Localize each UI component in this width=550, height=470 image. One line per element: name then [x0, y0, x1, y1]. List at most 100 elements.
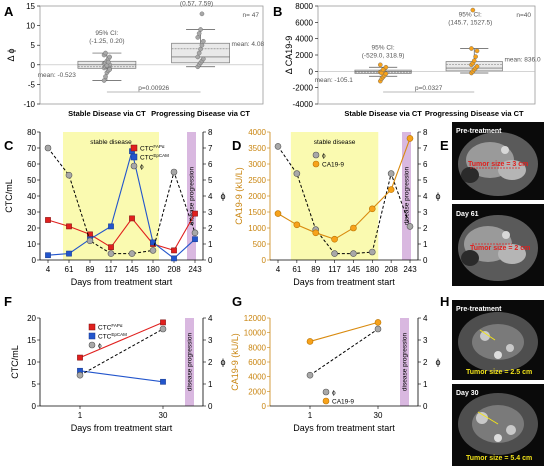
y-axis-label: Δ ϕ [6, 48, 16, 61]
y-tick-label: 2000 [248, 387, 266, 396]
data-point [198, 46, 203, 52]
y-tick-label: 5 [31, 41, 36, 50]
data-point-phi [374, 325, 382, 333]
y-tick-label: 2000 [248, 192, 266, 201]
data-point [474, 64, 480, 69]
x-tick-label: 243 [403, 265, 417, 274]
data-point-ca19-9 [350, 224, 357, 232]
legend: ϕ CA19-9 [312, 151, 344, 169]
data-point-ca19-9 [331, 235, 338, 243]
y2-tick-label: 0 [423, 256, 428, 265]
panel-label-e: E [440, 138, 449, 153]
series-line-ctcepcam [47, 151, 196, 260]
y2-tick-label: 0 [423, 402, 428, 411]
n-count: n=40 [516, 12, 531, 19]
x-tick-label: 145 [125, 265, 139, 274]
data-point-ctcfap [45, 217, 51, 223]
y2-tick-label: 4 [423, 192, 428, 201]
y-tick-label: 20 [27, 224, 36, 233]
data-point-ca19-9 [368, 205, 376, 213]
y2-tick-label: 3 [208, 336, 213, 345]
data-point [107, 54, 112, 60]
p-value: p=0.00926 [138, 85, 169, 92]
data-point [196, 31, 202, 36]
data-point-ctcfap [160, 319, 166, 326]
y-axis-label: CTC/mL [10, 345, 20, 379]
y2-tick-label: 1 [208, 380, 213, 389]
y-axis-label: CA19-9 (kU/L) [234, 167, 244, 225]
disease-progression-band [185, 318, 194, 406]
scan-title-h-day30: Day 30 [456, 390, 479, 397]
x-tick-label: 30 [159, 411, 168, 420]
data-point [199, 11, 205, 17]
ct-scan-h-day30: Day 30 Tumor size = 5.4 cm [452, 384, 544, 466]
y-tick-label: 10000 [244, 329, 267, 338]
y-tick-label: -2000 [293, 84, 314, 93]
data-point-phi [306, 371, 314, 379]
data-point [103, 50, 108, 56]
y2-tick-label: 6 [208, 160, 213, 169]
disease-progression-label: disease progression [187, 333, 194, 392]
series-line-ctcfap [79, 321, 164, 359]
y-tick-label: 20 [27, 314, 36, 323]
line-chart-ctc-phi-short: disease progression 0 5 10 15 20 0 1 2 3 4 1 30 Days … [10, 314, 226, 433]
y2-tick-label: 2 [423, 358, 428, 367]
data-point [474, 48, 480, 54]
y2-tick-label: 7 [208, 144, 213, 153]
legend-swatch [322, 388, 330, 396]
series-line-ctcepcam [79, 370, 164, 383]
disease-progression-label: disease progression [404, 167, 411, 226]
ci-label: 95% CI: [459, 11, 482, 18]
data-point [103, 74, 108, 79]
scan-title-h-pre: Pre-treatment [456, 306, 502, 313]
data-point-phi [65, 171, 73, 179]
data-point [380, 67, 386, 72]
tumor-size-e-pre: Tumor size = 3 cm [468, 161, 528, 168]
y-tick-label: 0 [262, 256, 267, 265]
tumor-size-e-day61: Tumor size = 2 cm [470, 245, 530, 252]
x-tick-label: 89 [86, 265, 95, 274]
ci-label: (0.57, 7.59) [180, 1, 213, 8]
y-tick-label: 4000 [248, 373, 266, 382]
data-point [195, 35, 201, 40]
data-point-phi [44, 144, 52, 152]
y2-tick-label: 1 [423, 380, 428, 389]
ci-label: 95% CI: [95, 30, 118, 37]
series-line-phi [47, 147, 196, 255]
series-line-ca19-9 [309, 321, 379, 342]
ci-label: (-1.25, 0.20) [89, 38, 124, 45]
legend-label: ϕ [332, 390, 336, 397]
y-tick-label: 0 [31, 61, 36, 70]
data-point [195, 54, 201, 60]
y2-tick-label: 2 [423, 224, 428, 233]
p-value: p=0.0327 [415, 85, 443, 92]
data-point [106, 59, 111, 65]
x-tick-label: 180 [146, 265, 160, 274]
legend-swatch [88, 323, 96, 331]
data-point-phi [107, 250, 115, 257]
legend: ϕ CA19-9 [322, 388, 354, 406]
x-tick-label: 243 [188, 265, 202, 274]
y-tick-label: 70 [27, 144, 36, 153]
data-point [101, 78, 107, 83]
data-point-ctcepcam [171, 255, 177, 262]
y2-tick-label: 8 [208, 128, 213, 137]
y2-axis-label: ϕ [220, 357, 225, 367]
y-tick-label: -10 [23, 100, 35, 109]
y-axis-label: Δ CA19-9 [284, 36, 294, 75]
x-tick-label: 4 [46, 265, 51, 274]
data-point-ca19-9 [406, 135, 414, 142]
data-point-ctcepcam [45, 252, 51, 259]
ci-label: 95% CI: [372, 44, 395, 51]
data-point-phi [387, 170, 395, 177]
y-tick-label: 6000 [248, 358, 266, 367]
mean-label: mean: -0.523 [38, 72, 77, 79]
series-line-ca19-9 [277, 138, 411, 240]
panel-label-f: F [4, 294, 12, 309]
data-point [471, 58, 477, 64]
disease-progression-band [402, 132, 411, 260]
